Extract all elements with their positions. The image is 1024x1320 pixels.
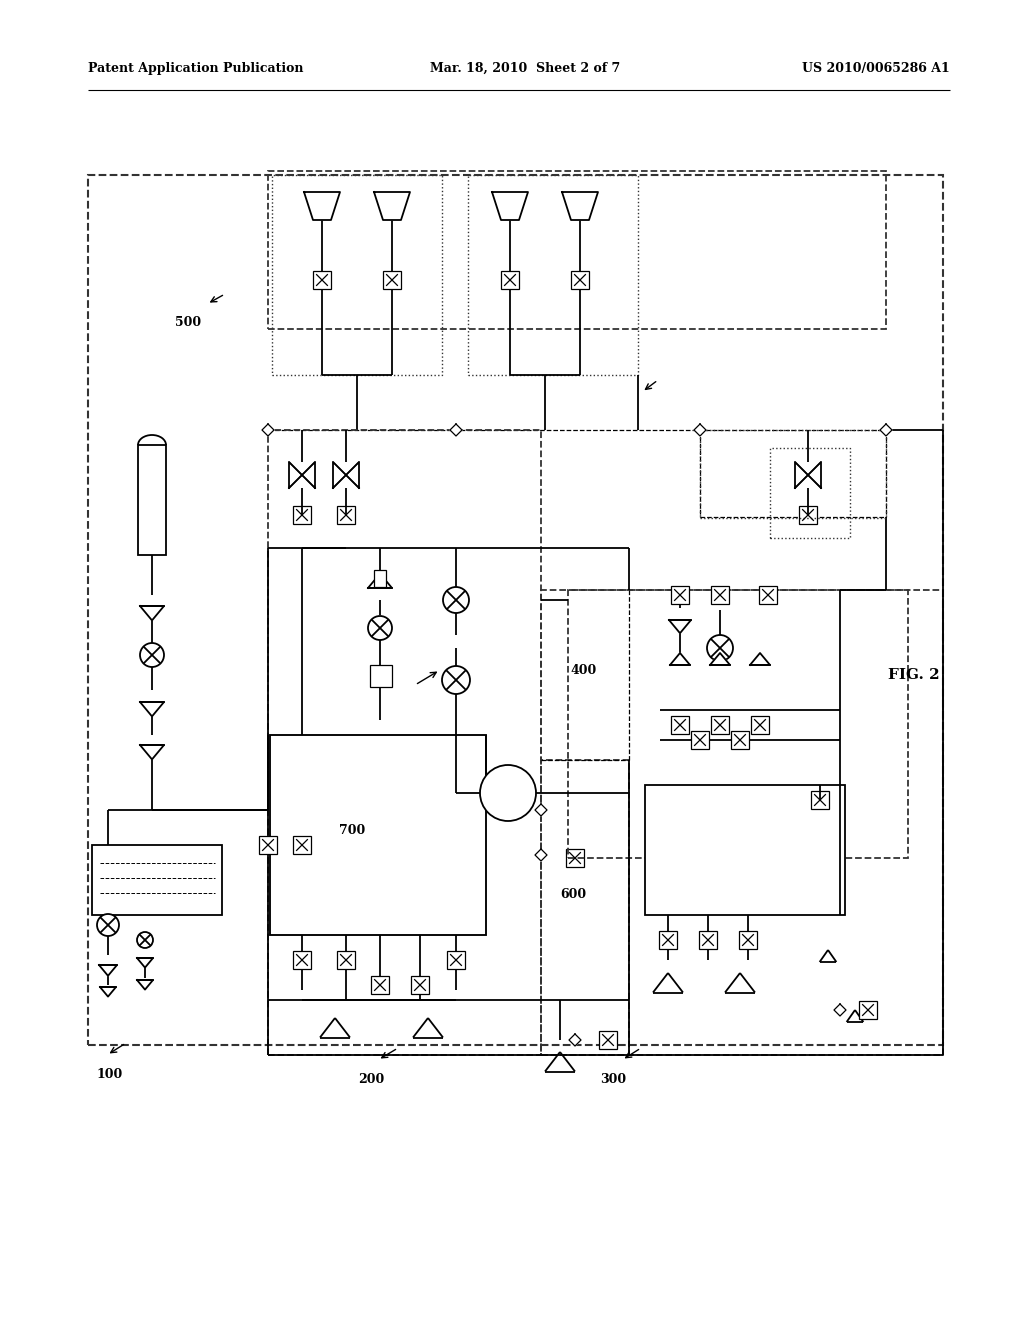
Bar xyxy=(268,430,541,1055)
Bar xyxy=(501,271,519,289)
Bar xyxy=(571,271,589,289)
Polygon shape xyxy=(535,804,547,816)
Bar xyxy=(293,950,311,969)
Circle shape xyxy=(480,766,536,821)
Bar xyxy=(859,1001,877,1019)
Polygon shape xyxy=(140,606,164,620)
Polygon shape xyxy=(450,424,462,436)
Bar xyxy=(138,445,166,554)
Text: FIG. 2: FIG. 2 xyxy=(888,668,940,682)
Polygon shape xyxy=(808,462,821,488)
Bar xyxy=(691,731,709,748)
Bar xyxy=(700,430,886,517)
Bar xyxy=(671,586,689,605)
Polygon shape xyxy=(834,1005,846,1016)
Bar xyxy=(671,715,689,734)
Polygon shape xyxy=(535,849,547,861)
Bar xyxy=(92,845,222,915)
Bar xyxy=(699,931,717,949)
Polygon shape xyxy=(374,191,410,220)
Bar xyxy=(599,1031,617,1049)
Bar xyxy=(759,586,777,605)
Bar xyxy=(541,590,943,1055)
Text: 700: 700 xyxy=(339,824,366,837)
Polygon shape xyxy=(137,958,153,968)
Polygon shape xyxy=(99,965,117,975)
Bar xyxy=(374,570,386,587)
Bar xyxy=(411,975,429,994)
Polygon shape xyxy=(346,462,359,488)
Polygon shape xyxy=(694,424,706,436)
Text: 600: 600 xyxy=(560,888,586,902)
Circle shape xyxy=(443,587,469,612)
Circle shape xyxy=(97,913,119,936)
Bar xyxy=(272,176,442,375)
Bar xyxy=(739,931,757,949)
Bar xyxy=(313,271,331,289)
Circle shape xyxy=(707,635,733,661)
Polygon shape xyxy=(368,574,392,587)
Bar xyxy=(799,506,817,524)
Bar xyxy=(770,447,850,539)
Polygon shape xyxy=(333,462,346,488)
Polygon shape xyxy=(750,653,770,665)
Bar xyxy=(370,665,392,686)
Bar xyxy=(731,731,749,748)
Polygon shape xyxy=(569,1034,581,1045)
Bar xyxy=(447,950,465,969)
Polygon shape xyxy=(304,191,340,220)
Circle shape xyxy=(137,932,153,948)
Circle shape xyxy=(442,667,470,694)
Bar xyxy=(645,785,845,915)
Bar xyxy=(566,849,584,867)
Circle shape xyxy=(368,616,392,640)
Text: US 2010/0065286 A1: US 2010/0065286 A1 xyxy=(802,62,950,75)
Text: 500: 500 xyxy=(175,315,201,329)
Polygon shape xyxy=(262,424,274,436)
Bar xyxy=(468,176,638,375)
Polygon shape xyxy=(289,462,302,488)
Polygon shape xyxy=(137,979,153,990)
Text: 200: 200 xyxy=(358,1073,384,1086)
Bar xyxy=(259,836,278,854)
Bar xyxy=(337,950,355,969)
Polygon shape xyxy=(140,744,164,759)
Bar xyxy=(337,506,355,524)
Bar xyxy=(659,931,677,949)
Bar xyxy=(811,791,829,809)
Polygon shape xyxy=(795,462,808,488)
Polygon shape xyxy=(140,702,164,717)
Text: 100: 100 xyxy=(96,1068,122,1081)
Text: 400: 400 xyxy=(570,664,596,676)
Bar xyxy=(383,271,401,289)
Circle shape xyxy=(140,643,164,667)
Bar xyxy=(751,715,769,734)
Bar xyxy=(293,506,311,524)
Polygon shape xyxy=(562,191,598,220)
Polygon shape xyxy=(302,462,315,488)
Text: Patent Application Publication: Patent Application Publication xyxy=(88,62,303,75)
Polygon shape xyxy=(492,191,528,220)
Text: 300: 300 xyxy=(600,1073,626,1086)
Bar xyxy=(293,836,311,854)
Bar xyxy=(711,715,729,734)
Polygon shape xyxy=(880,424,892,436)
Text: Mar. 18, 2010  Sheet 2 of 7: Mar. 18, 2010 Sheet 2 of 7 xyxy=(430,62,621,75)
Polygon shape xyxy=(710,653,730,665)
Bar xyxy=(541,760,629,1055)
Bar xyxy=(568,590,908,858)
Bar xyxy=(88,176,943,1045)
Polygon shape xyxy=(100,987,116,997)
Polygon shape xyxy=(670,653,690,665)
Bar xyxy=(268,172,886,329)
Bar xyxy=(371,975,389,994)
Bar xyxy=(270,735,486,935)
Bar xyxy=(711,586,729,605)
Polygon shape xyxy=(669,620,691,634)
